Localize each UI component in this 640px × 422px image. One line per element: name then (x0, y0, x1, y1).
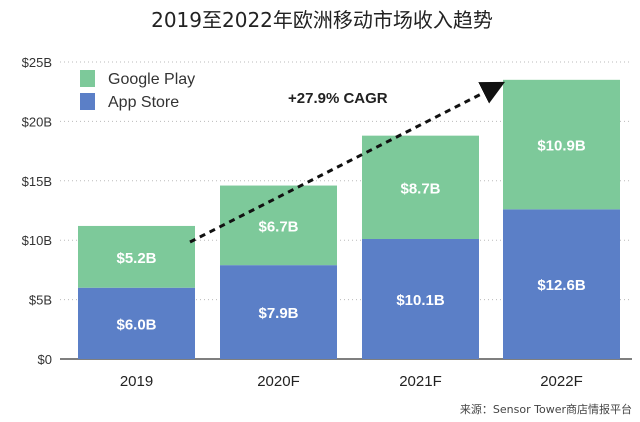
legend-label-app-store: App Store (108, 94, 179, 111)
legend-swatch-app-store (80, 93, 95, 110)
chart-title: 2019至2022年欧洲移动市场收入趋势 (151, 8, 493, 32)
source-note: 来源：Sensor Tower商店情报平台 (460, 402, 632, 416)
y-tick-label: $15B (22, 174, 52, 189)
x-tick-label: 2020F (257, 373, 300, 390)
y-tick-label: $10B (22, 233, 52, 248)
data-label: $8.7B (400, 180, 440, 197)
x-tick-label: 2021F (399, 373, 442, 390)
data-label: $6.7B (258, 218, 298, 235)
bar-app-store (220, 265, 337, 359)
y-tick-label: $0 (38, 352, 52, 367)
x-tick-label: 2022F (540, 373, 583, 390)
x-tick-label: 2019 (120, 373, 153, 390)
y-tick-label: $5B (29, 293, 52, 308)
cagr-arrow (189, 81, 506, 244)
bar-google-play (78, 225, 195, 288)
data-label: $7.9B (258, 305, 298, 322)
y-tick-label: $25B (22, 55, 52, 70)
bar-app-store (503, 209, 620, 359)
bar-app-store (362, 239, 479, 359)
legend-swatch-google-play (80, 70, 95, 87)
data-label: $10.9B (537, 138, 586, 155)
y-tick-label: $20B (22, 114, 52, 129)
cagr-annotation: +27.9% CAGR (288, 90, 388, 107)
data-label: $12.6B (537, 277, 586, 294)
data-label: $6.0B (116, 316, 156, 333)
bar-google-play (503, 79, 620, 210)
bar-google-play (220, 185, 337, 266)
bar-google-play (362, 135, 479, 240)
data-label: $10.1B (396, 292, 445, 309)
legend-label-google-play: Google Play (108, 71, 195, 88)
bar-app-store (78, 287, 195, 359)
legend: Google Play App Store (80, 70, 195, 111)
data-label: $5.2B (116, 250, 156, 267)
